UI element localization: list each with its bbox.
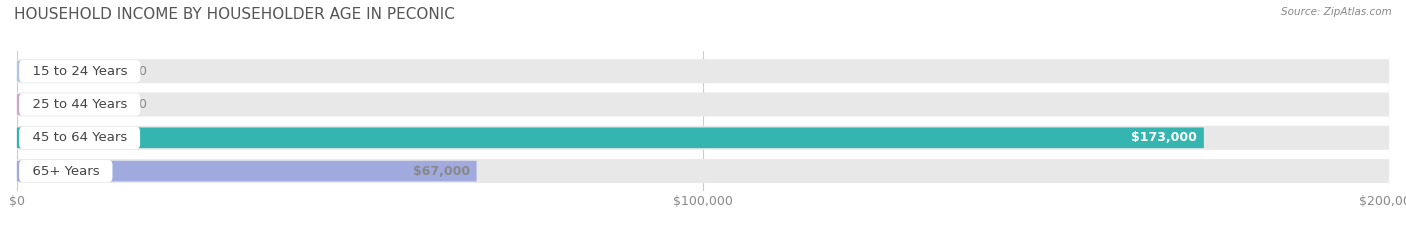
Text: $67,000: $67,000 <box>412 164 470 178</box>
Text: 45 to 64 Years: 45 to 64 Years <box>24 131 135 144</box>
Text: $0: $0 <box>131 98 146 111</box>
FancyBboxPatch shape <box>17 127 1204 148</box>
Text: 25 to 44 Years: 25 to 44 Years <box>24 98 135 111</box>
Text: $173,000: $173,000 <box>1132 131 1197 144</box>
FancyBboxPatch shape <box>17 93 1389 116</box>
Text: HOUSEHOLD INCOME BY HOUSEHOLDER AGE IN PECONIC: HOUSEHOLD INCOME BY HOUSEHOLDER AGE IN P… <box>14 7 456 22</box>
FancyBboxPatch shape <box>17 161 477 182</box>
Text: 65+ Years: 65+ Years <box>24 164 108 178</box>
FancyBboxPatch shape <box>17 61 120 82</box>
Text: Source: ZipAtlas.com: Source: ZipAtlas.com <box>1281 7 1392 17</box>
FancyBboxPatch shape <box>17 59 1389 83</box>
Text: 15 to 24 Years: 15 to 24 Years <box>24 65 136 78</box>
FancyBboxPatch shape <box>17 94 120 115</box>
Text: $0: $0 <box>131 65 146 78</box>
FancyBboxPatch shape <box>17 126 1389 150</box>
FancyBboxPatch shape <box>17 159 1389 183</box>
